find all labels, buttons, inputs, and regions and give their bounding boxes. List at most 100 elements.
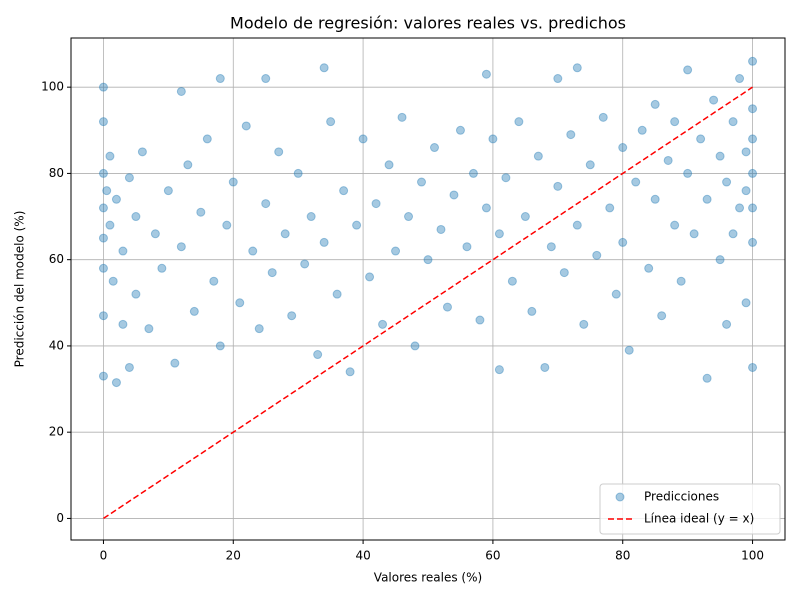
plot-frame	[70, 37, 786, 541]
scatter-point	[722, 177, 732, 187]
scatter-point	[611, 289, 621, 299]
scatter-point	[462, 242, 472, 252]
scatter-point	[131, 289, 141, 299]
scatter-point	[533, 151, 543, 161]
scatter-point	[644, 263, 654, 273]
y-tick-label: 60	[49, 252, 64, 266]
scatter-point	[527, 306, 537, 316]
scatter-point	[475, 315, 485, 325]
scatter-point	[254, 324, 264, 334]
scatter-point	[572, 220, 582, 230]
x-tick-label: 80	[615, 549, 630, 563]
scatter-point	[559, 268, 569, 278]
scatter-point	[553, 74, 563, 84]
scatter-point	[442, 302, 452, 312]
scatter-point	[624, 345, 634, 355]
scatter-point	[332, 289, 342, 299]
x-tick-label: 100	[741, 549, 764, 563]
scatter-point	[592, 250, 602, 260]
legend-label: Línea ideal (y = x)	[644, 512, 754, 526]
scatter-point	[540, 362, 550, 372]
scatter-point	[313, 350, 323, 360]
scatter-point	[202, 134, 212, 144]
scatter-point	[741, 147, 751, 157]
scatter-point	[748, 203, 758, 213]
y-axis-label: Predicción del modelo (%)	[13, 211, 27, 368]
scatter-point	[98, 371, 108, 381]
scatter-point	[306, 212, 316, 222]
y-tick-label: 100	[41, 80, 64, 94]
scatter-point	[657, 311, 667, 321]
x-tick-label: 20	[226, 549, 241, 563]
scatter-point	[228, 177, 238, 187]
scatter-point	[137, 147, 147, 157]
scatter-point	[501, 173, 511, 183]
scatter-point	[280, 229, 290, 239]
scatter-point	[183, 160, 193, 170]
scatter-point	[391, 246, 401, 256]
scatter-point	[105, 220, 115, 230]
scatter-point	[358, 134, 368, 144]
scatter-point	[618, 237, 628, 247]
scatter-point	[345, 367, 355, 377]
scatter-point	[514, 117, 524, 127]
scatter-point	[410, 341, 420, 351]
scatter-point	[455, 125, 465, 135]
scatter-point	[631, 177, 641, 187]
scatter-point	[481, 203, 491, 213]
scatter-point	[102, 186, 112, 196]
scatter-point	[339, 186, 349, 196]
scatter-point	[468, 168, 478, 178]
scatter-point	[689, 229, 699, 239]
scatter-point	[176, 86, 186, 96]
scatter-point	[131, 212, 141, 222]
scatter-point	[170, 358, 180, 368]
scatter-point	[546, 242, 556, 252]
scatter-point	[650, 194, 660, 204]
scatter-point	[735, 203, 745, 213]
scatter-point	[429, 143, 439, 153]
scatter-point	[261, 199, 271, 209]
scatter-point	[163, 186, 173, 196]
scatter-point	[494, 229, 504, 239]
scatter-point	[728, 117, 738, 127]
scatter-point	[352, 220, 362, 230]
scatter-point	[124, 362, 134, 372]
scatter-point	[98, 203, 108, 213]
scatter-point	[670, 117, 680, 127]
scatter-point	[118, 246, 128, 256]
scatter-point	[118, 319, 128, 329]
scatter-point	[683, 168, 693, 178]
scatter-point	[404, 212, 414, 222]
legend-box	[599, 483, 781, 535]
scatter-point	[150, 229, 160, 239]
scatter-point	[261, 74, 271, 84]
scatter-point	[267, 268, 277, 278]
scatter-point	[728, 229, 738, 239]
scatter-point	[709, 95, 719, 105]
scatter-point	[715, 151, 725, 161]
scatter-point	[696, 134, 706, 144]
scatter-point	[741, 186, 751, 196]
legend-marker	[615, 492, 625, 502]
scatter-point	[189, 306, 199, 316]
scatter-point	[520, 212, 530, 222]
scatter-point	[397, 112, 407, 122]
scatter-point	[98, 117, 108, 127]
scatter-point	[98, 233, 108, 243]
scatter-point	[319, 63, 329, 73]
y-tick-label: 80	[49, 166, 64, 180]
scatter-point	[144, 324, 154, 334]
scatter-point	[222, 220, 232, 230]
scatter-point	[676, 276, 686, 286]
scatter-point	[618, 143, 628, 153]
scatter-point	[124, 173, 134, 183]
x-axis-label: Valores reales (%)	[374, 571, 482, 585]
scatter-point	[735, 74, 745, 84]
scatter-point	[235, 298, 245, 308]
scatter-point	[748, 362, 758, 372]
scatter-point	[507, 276, 517, 286]
scatter-point	[241, 121, 251, 131]
scatter-point	[715, 255, 725, 265]
scatter-point	[637, 125, 647, 135]
